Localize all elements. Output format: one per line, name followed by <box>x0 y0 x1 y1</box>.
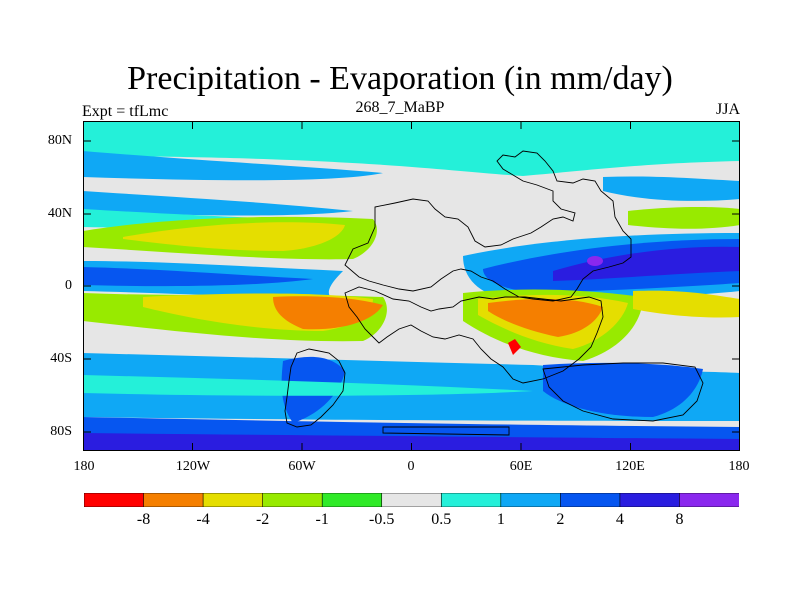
field-max-purple <box>587 256 603 266</box>
colorbar-label: 4 <box>615 511 624 528</box>
field-min-red <box>508 339 521 355</box>
lat-tick-marks <box>83 140 740 433</box>
field-sw-orange <box>273 296 383 330</box>
colorbar-swatch <box>262 493 323 507</box>
colorbar-swatch <box>500 493 562 507</box>
experiment-label: Expt = tfLmc <box>82 103 169 120</box>
field-north-cyan <box>83 121 740 176</box>
continent-outline-north <box>344 150 632 302</box>
lon-tick-marks <box>192 121 631 451</box>
field-south-cyan <box>83 375 533 396</box>
lon-label-180e: 180 <box>728 459 750 474</box>
field-north-lightblue <box>83 151 383 181</box>
field-east-darkblue <box>553 246 740 281</box>
colorbar-swatch <box>381 493 443 507</box>
period-label: 268_7_MaBP <box>355 99 445 116</box>
continent-outline-south <box>344 286 604 384</box>
field-equator-blue <box>83 267 313 287</box>
lon-label-120e: 120E <box>615 459 645 474</box>
colorbar-swatch <box>143 493 204 507</box>
colorbar-label: -4 <box>196 511 210 528</box>
colorbar-label: 1 <box>496 511 505 528</box>
lat-label-40s: 40S <box>50 351 72 366</box>
lat-label-80n: 80N <box>47 133 72 148</box>
continent-outline-sliver <box>382 426 510 436</box>
field-e-yellow <box>633 290 740 318</box>
lat-label-0: 0 <box>65 278 72 293</box>
field-se-orange <box>488 298 603 337</box>
colorbar-label: -8 <box>136 511 151 528</box>
continent-outline-southeast <box>542 362 704 422</box>
lon-label-0: 0 <box>407 459 415 474</box>
map-title: Precipitation - Evaporation (in mm/day) <box>127 60 673 97</box>
lat-label-40n: 40N <box>47 206 72 221</box>
colorbar-label: -2 <box>255 511 270 528</box>
field-southeast-blue <box>543 362 703 417</box>
field-ne-lightblue <box>603 176 740 201</box>
lon-label-120w: 120W <box>175 459 211 474</box>
colorbar-label: 2 <box>556 511 565 528</box>
colorbar-swatch <box>202 493 264 507</box>
season-label: JJA <box>715 101 740 118</box>
colorbar-swatch <box>440 493 502 507</box>
colorbar-swatch <box>560 493 621 507</box>
colorbar-swatch <box>321 493 383 507</box>
pe-map <box>83 121 740 451</box>
field-nw-band <box>83 191 353 216</box>
colorbar-swatch <box>84 493 145 507</box>
colorbar-swatch <box>679 493 739 507</box>
lon-label-60e: 60E <box>509 459 533 474</box>
continent-outline-antarctic <box>284 348 346 428</box>
colorbar <box>84 493 739 507</box>
lon-label-180w: 180 <box>73 459 95 474</box>
field-polar-darkblue <box>83 433 740 451</box>
lon-label-60w: 60W <box>288 459 316 474</box>
lat-label-80s: 80S <box>50 424 72 439</box>
colorbar-label: 8 <box>675 511 684 528</box>
field-subtropic-yellow <box>123 222 345 251</box>
colorbar-label: -0.5 <box>369 511 395 528</box>
colorbar-swatch <box>619 493 681 507</box>
colorbar-label: 0.5 <box>431 511 452 528</box>
field-ne-green <box>628 207 740 229</box>
colorbar-label: -1 <box>315 511 329 528</box>
